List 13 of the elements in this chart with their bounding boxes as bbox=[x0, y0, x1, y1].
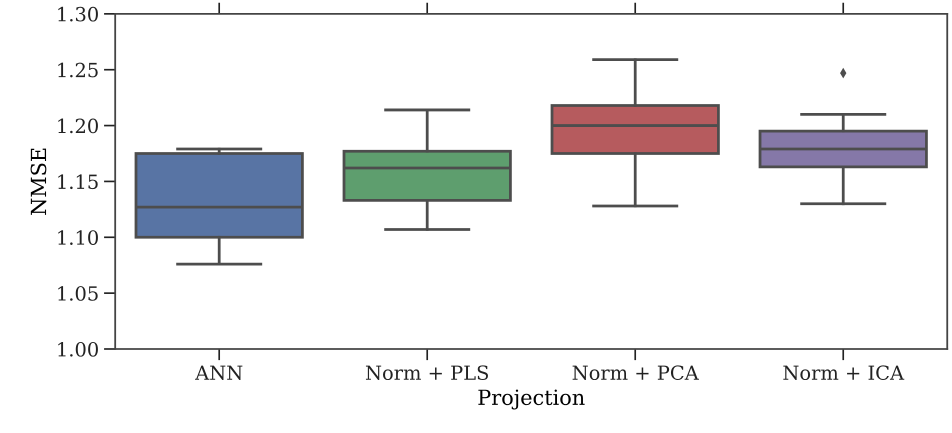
y-tick-label: 1.25 bbox=[58, 62, 98, 78]
x-tick-label: Norm + PCA bbox=[572, 365, 699, 380]
x-tick-label: Norm + PLS bbox=[366, 365, 488, 380]
y-tick-label: 1.20 bbox=[58, 118, 98, 134]
x-tick-label: ANN bbox=[195, 366, 242, 380]
y-tick-label: 1.30 bbox=[58, 6, 98, 22]
y-tick-label: 1.05 bbox=[58, 286, 98, 301]
x-axis-title: Projection bbox=[478, 390, 585, 410]
y-axis-title: NMSE bbox=[30, 148, 46, 215]
x-tick-label: Norm + ICA bbox=[783, 365, 904, 380]
y-tick-label: 1.10 bbox=[58, 230, 98, 245]
y-tick-label: 1.15 bbox=[58, 174, 98, 190]
y-tick-label: 1.00 bbox=[58, 342, 98, 357]
